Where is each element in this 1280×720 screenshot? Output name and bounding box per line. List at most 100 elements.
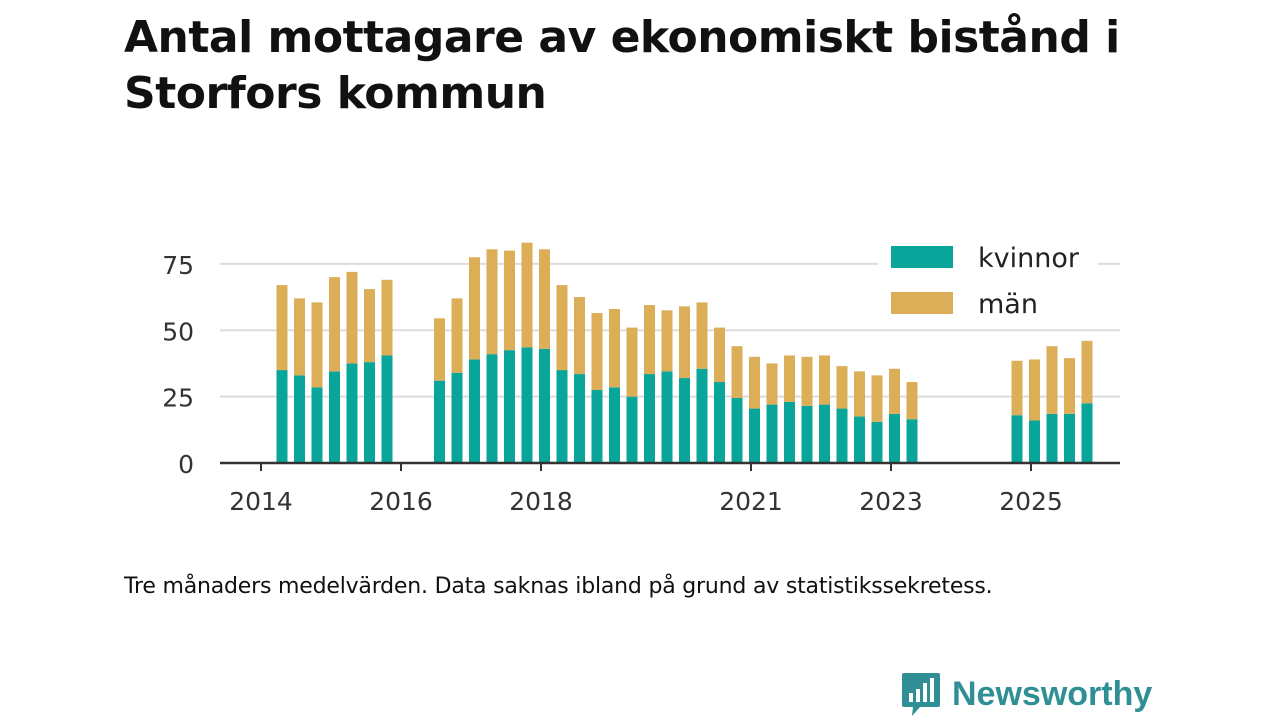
bar-man <box>276 285 288 371</box>
brand-name: Newsworthy <box>952 674 1153 713</box>
bar-man <box>539 249 550 349</box>
bar-kvinnor <box>626 396 638 463</box>
bar-man <box>591 312 603 390</box>
y-tick-label: 75 <box>162 251 194 280</box>
stacked-bar-chart: 0 25 50 75 2014 2016 2018 2021 2023 2025 kvinnor … <box>162 236 1120 516</box>
bar-kvinnor <box>329 371 340 463</box>
bar-kvinnor <box>679 378 690 463</box>
bar-kvinnor <box>696 368 708 463</box>
bar-kvinnor <box>574 374 585 463</box>
y-tick-label: 0 <box>178 450 194 479</box>
bar-kvinnor <box>276 370 288 463</box>
bar-kvinnor <box>766 404 778 463</box>
legend-swatch-kvinnor <box>891 246 953 268</box>
x-tick-label: 2021 <box>719 487 783 516</box>
bar-kvinnor <box>486 354 498 463</box>
bar-man <box>521 242 533 348</box>
bar-man <box>889 368 900 414</box>
bar-man <box>381 279 393 356</box>
x-tick-label: 2016 <box>369 487 433 516</box>
bar-man <box>609 309 620 388</box>
legend-label-kvinnor: kvinnor <box>978 243 1080 274</box>
bar-kvinnor <box>346 363 358 463</box>
bar-man <box>1081 340 1093 404</box>
bar-kvinnor <box>294 375 305 463</box>
bar-kvinnor <box>1029 420 1040 463</box>
bar-man <box>801 356 813 406</box>
bar-kvinnor <box>836 408 848 463</box>
bar-kvinnor <box>889 413 900 463</box>
bar-man <box>749 356 760 409</box>
bar-kvinnor <box>556 370 568 463</box>
bar-man <box>906 382 918 420</box>
bar-kvinnor <box>1064 413 1075 463</box>
bar-man <box>871 375 883 422</box>
bar-man <box>574 297 585 375</box>
bar-man <box>311 302 323 388</box>
bars <box>276 242 1093 463</box>
bar-man <box>294 298 305 376</box>
bar-man <box>346 271 358 364</box>
bar-man <box>486 249 498 355</box>
bar-man <box>626 327 638 397</box>
bar-man <box>1064 358 1075 414</box>
x-tick-label: 2018 <box>509 487 573 516</box>
bar-kvinnor <box>661 371 673 463</box>
chart-caption: Tre månaders medelvärden. Data saknas ib… <box>124 574 993 599</box>
x-tick-label: 2023 <box>859 487 923 516</box>
bar-kvinnor <box>906 419 918 463</box>
bar-man <box>1011 360 1023 416</box>
bar-kvinnor <box>1046 413 1058 463</box>
bar-kvinnor <box>714 382 725 463</box>
legend: kvinnor män <box>878 236 1098 328</box>
bar-kvinnor <box>819 404 830 463</box>
bar-kvinnor <box>1081 403 1093 463</box>
bar-man <box>329 277 340 372</box>
bar-man <box>766 363 778 405</box>
bar-kvinnor <box>854 416 865 463</box>
bar-kvinnor <box>731 397 743 463</box>
bar-kvinnor <box>451 372 463 463</box>
bar-man <box>784 355 795 402</box>
axes: 0 25 50 75 2014 2016 2018 2021 2023 2025 <box>162 251 1120 516</box>
x-tick-label: 2014 <box>229 487 293 516</box>
brand-logo: Newsworthy <box>900 668 1152 720</box>
bar-man <box>836 366 848 409</box>
bar-kvinnor <box>521 347 533 463</box>
bar-man <box>819 355 830 405</box>
bar-kvinnor <box>504 350 515 463</box>
legend-swatch-man <box>891 292 953 314</box>
bar-man <box>714 327 725 383</box>
bar-kvinnor <box>311 387 323 463</box>
bar-kvinnor <box>1011 415 1023 463</box>
bar-kvinnor <box>871 421 883 463</box>
bar-man <box>1029 359 1040 421</box>
bar-man <box>854 371 865 417</box>
y-tick-label: 25 <box>162 384 194 413</box>
bar-man <box>434 318 445 381</box>
chart-title: Antal mottagare av ekonomiskt bistånd i … <box>124 12 1120 119</box>
bar-kvinnor <box>434 380 445 463</box>
bar-man <box>504 250 515 351</box>
bar-man <box>451 298 463 373</box>
bar-man <box>644 305 655 375</box>
bar-man <box>469 257 480 360</box>
bar-kvinnor <box>801 405 813 463</box>
x-tick-label: 2025 <box>999 487 1063 516</box>
bar-kvinnor <box>784 401 795 463</box>
legend-label-man: män <box>978 289 1038 320</box>
bar-man <box>364 289 375 363</box>
bar-man <box>696 302 708 369</box>
y-tick-label: 50 <box>162 317 194 346</box>
bar-man <box>1046 346 1058 414</box>
bar-kvinnor <box>469 359 480 463</box>
bar-kvinnor <box>749 408 760 463</box>
bar-chart-speech-bubble-icon <box>902 673 940 716</box>
bar-man <box>731 346 743 398</box>
bar-man <box>679 306 690 379</box>
bar-kvinnor <box>644 374 655 463</box>
bar-kvinnor <box>381 355 393 463</box>
bar-man <box>556 285 568 371</box>
bar-kvinnor <box>539 348 550 463</box>
bar-kvinnor <box>591 389 603 463</box>
